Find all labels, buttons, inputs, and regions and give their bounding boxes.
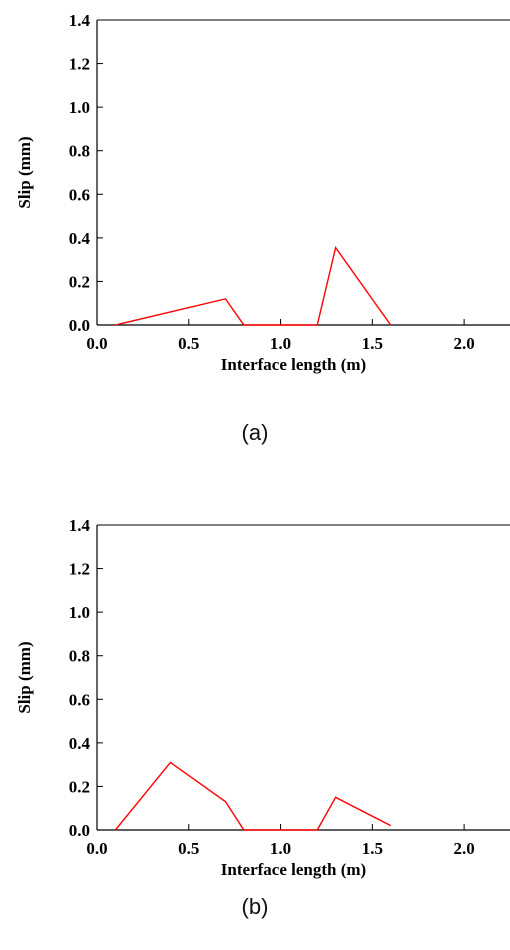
- chart-a-x-tick-label: 0.5: [178, 334, 199, 353]
- chart-b-y-tick-label: 1.0: [69, 603, 90, 622]
- chart-a-y-tick-label: 1.0: [69, 98, 90, 117]
- chart-b-y-axis-title: Slip (mm): [15, 641, 34, 713]
- chart-b-x-tick-label: 2.0: [453, 839, 474, 858]
- chart-b-x-tick-label: 1.0: [270, 839, 291, 858]
- chart-b: 0.0 0.2 0.4 0.6 0.8 1.0 1.2 1.4 0.0 0.5 1.0 1.5 2.0 I…: [15, 516, 510, 879]
- chart-a-x-tick-label: 2.0: [453, 334, 474, 353]
- chart-b-x-tick-label: 0.0: [86, 839, 107, 858]
- chart-a-y-tick-label: 0.4: [69, 229, 91, 248]
- chart-a-y-tick-label: 0.8: [69, 142, 90, 161]
- chart-b-y-tick-label: 0.2: [69, 777, 90, 796]
- chart-a-x-tick-label: 0.0: [86, 334, 107, 353]
- chart-a-x-tick-label: 1.0: [270, 334, 291, 353]
- chart-a-y-axis-title: Slip (mm): [15, 136, 34, 208]
- chart-a-y-tick-label: 0.6: [69, 185, 90, 204]
- chart-b-y-tick-label: 0.6: [69, 690, 90, 709]
- chart-b-x-tick-label: 0.5: [178, 839, 199, 858]
- chart-a-series-line: [115, 245, 392, 326]
- chart-a-x-axis-title: Interface length (m): [221, 355, 366, 374]
- chart-b-y-tick-label: 1.4: [69, 516, 91, 535]
- caption-a: (a): [241, 420, 269, 445]
- chart-b-x-tick-label: 1.5: [362, 839, 383, 858]
- chart-a: 0.0 0.2 0.4 0.6 0.8 1.0 1.2 1.4 0.0 0.5 1.0 1.5 2.0 I…: [15, 11, 510, 374]
- caption-b: (b): [241, 894, 269, 919]
- chart-a-y-tick-label: 1.2: [69, 55, 90, 74]
- chart-a-y-tick-label: 1.4: [69, 11, 91, 30]
- chart-b-y-tick-label: 1.2: [69, 560, 90, 579]
- chart-b-series-line: [114, 761, 392, 831]
- chart-b-y-tick-label: 0.4: [69, 734, 91, 753]
- chart-b-y-tick-label: 0.8: [69, 647, 90, 666]
- chart-b-y-tick-label: 0.0: [69, 821, 90, 840]
- chart-a-x-tick-label: 1.5: [362, 334, 383, 353]
- chart-b-x-axis-title: Interface length (m): [221, 860, 366, 879]
- chart-a-y-tick-label: 0.2: [69, 272, 90, 291]
- chart-a-y-tick-label: 0.0: [69, 316, 90, 335]
